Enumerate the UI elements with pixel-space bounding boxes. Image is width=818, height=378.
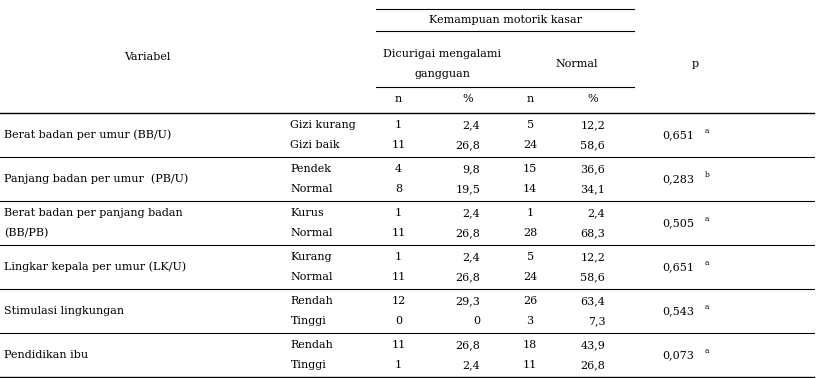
Text: 1: 1 <box>395 121 402 130</box>
Text: b: b <box>705 170 710 178</box>
Text: 58,6: 58,6 <box>581 272 605 282</box>
Text: 0,073: 0,073 <box>663 350 694 360</box>
Text: Lingkar kepala per umur (LK/U): Lingkar kepala per umur (LK/U) <box>4 262 187 273</box>
Text: Panjang badan per umur  (PB/U): Panjang badan per umur (PB/U) <box>4 174 188 184</box>
Text: 2,4: 2,4 <box>462 208 480 218</box>
Text: Variabel: Variabel <box>124 52 170 62</box>
Text: gangguan: gangguan <box>415 68 470 79</box>
Text: 18: 18 <box>523 340 537 350</box>
Text: 0,283: 0,283 <box>663 174 694 184</box>
Text: 12,2: 12,2 <box>581 253 605 262</box>
Text: (BB/PB): (BB/PB) <box>4 228 48 238</box>
Text: Gizi kurang: Gizi kurang <box>290 121 356 130</box>
Text: 11: 11 <box>391 340 406 350</box>
Text: 63,4: 63,4 <box>581 296 605 307</box>
Text: Stimulasi lingkungan: Stimulasi lingkungan <box>4 306 124 316</box>
Text: 19,5: 19,5 <box>456 184 480 194</box>
Text: 43,9: 43,9 <box>581 340 605 350</box>
Text: Normal: Normal <box>290 184 333 194</box>
Text: 2,4: 2,4 <box>462 253 480 262</box>
Text: a: a <box>705 347 710 355</box>
Text: Rendah: Rendah <box>290 340 333 350</box>
Text: Berat badan per panjang badan: Berat badan per panjang badan <box>4 208 183 218</box>
Text: 12: 12 <box>391 296 406 307</box>
Text: 8: 8 <box>395 184 402 194</box>
Text: Pendidikan ibu: Pendidikan ibu <box>4 350 88 360</box>
Text: 24: 24 <box>523 272 537 282</box>
Text: %: % <box>588 94 598 104</box>
Text: 26,8: 26,8 <box>581 360 605 370</box>
Text: 11: 11 <box>391 140 406 150</box>
Text: Normal: Normal <box>290 272 333 282</box>
Text: Pendek: Pendek <box>290 164 331 174</box>
Text: 26,8: 26,8 <box>456 140 480 150</box>
Text: 11: 11 <box>523 360 537 370</box>
Text: 1: 1 <box>395 360 402 370</box>
Text: 11: 11 <box>391 272 406 282</box>
Text: 5: 5 <box>527 121 533 130</box>
Text: Kurang: Kurang <box>290 253 332 262</box>
Text: Kurus: Kurus <box>290 208 324 218</box>
Text: a: a <box>705 127 710 135</box>
Text: 1: 1 <box>527 208 533 218</box>
Text: p: p <box>692 59 699 69</box>
Text: 7,3: 7,3 <box>587 316 605 326</box>
Text: 2,4: 2,4 <box>462 121 480 130</box>
Text: 9,8: 9,8 <box>462 164 480 174</box>
Text: Normal: Normal <box>290 228 333 238</box>
Text: 0,651: 0,651 <box>663 130 694 140</box>
Text: Berat badan per umur (BB/U): Berat badan per umur (BB/U) <box>4 130 171 140</box>
Text: n: n <box>527 94 533 104</box>
Text: 36,6: 36,6 <box>581 164 605 174</box>
Text: a: a <box>705 215 710 223</box>
Text: 2,4: 2,4 <box>587 208 605 218</box>
Text: 26,8: 26,8 <box>456 272 480 282</box>
Text: 58,6: 58,6 <box>581 140 605 150</box>
Text: 3: 3 <box>527 316 533 326</box>
Text: 26,8: 26,8 <box>456 228 480 238</box>
Text: 26: 26 <box>523 296 537 307</box>
Text: %: % <box>463 94 473 104</box>
Text: 26,8: 26,8 <box>456 340 480 350</box>
Text: 24: 24 <box>523 140 537 150</box>
Text: 34,1: 34,1 <box>581 184 605 194</box>
Text: 29,3: 29,3 <box>456 296 480 307</box>
Text: 14: 14 <box>523 184 537 194</box>
Text: a: a <box>705 259 710 266</box>
Text: 5: 5 <box>527 253 533 262</box>
Text: Kemampuan motorik kasar: Kemampuan motorik kasar <box>429 15 582 25</box>
Text: Normal: Normal <box>555 59 598 69</box>
Text: Rendah: Rendah <box>290 296 333 307</box>
Text: n: n <box>395 94 402 104</box>
Text: 28: 28 <box>523 228 537 238</box>
Text: 0: 0 <box>395 316 402 326</box>
Text: 68,3: 68,3 <box>581 228 605 238</box>
Text: 0,543: 0,543 <box>663 306 694 316</box>
Text: 1: 1 <box>395 208 402 218</box>
Text: 15: 15 <box>523 164 537 174</box>
Text: 2,4: 2,4 <box>462 360 480 370</box>
Text: 4: 4 <box>395 164 402 174</box>
Text: 0,651: 0,651 <box>663 262 694 272</box>
Text: Gizi baik: Gizi baik <box>290 140 340 150</box>
Text: Tinggi: Tinggi <box>290 316 326 326</box>
Text: Dicurigai mengalami: Dicurigai mengalami <box>384 49 501 59</box>
Text: 0,505: 0,505 <box>663 218 694 228</box>
Text: 11: 11 <box>391 228 406 238</box>
Text: a: a <box>705 302 710 310</box>
Text: 1: 1 <box>395 253 402 262</box>
Text: 12,2: 12,2 <box>581 121 605 130</box>
Text: Tinggi: Tinggi <box>290 360 326 370</box>
Text: 0: 0 <box>473 316 480 326</box>
